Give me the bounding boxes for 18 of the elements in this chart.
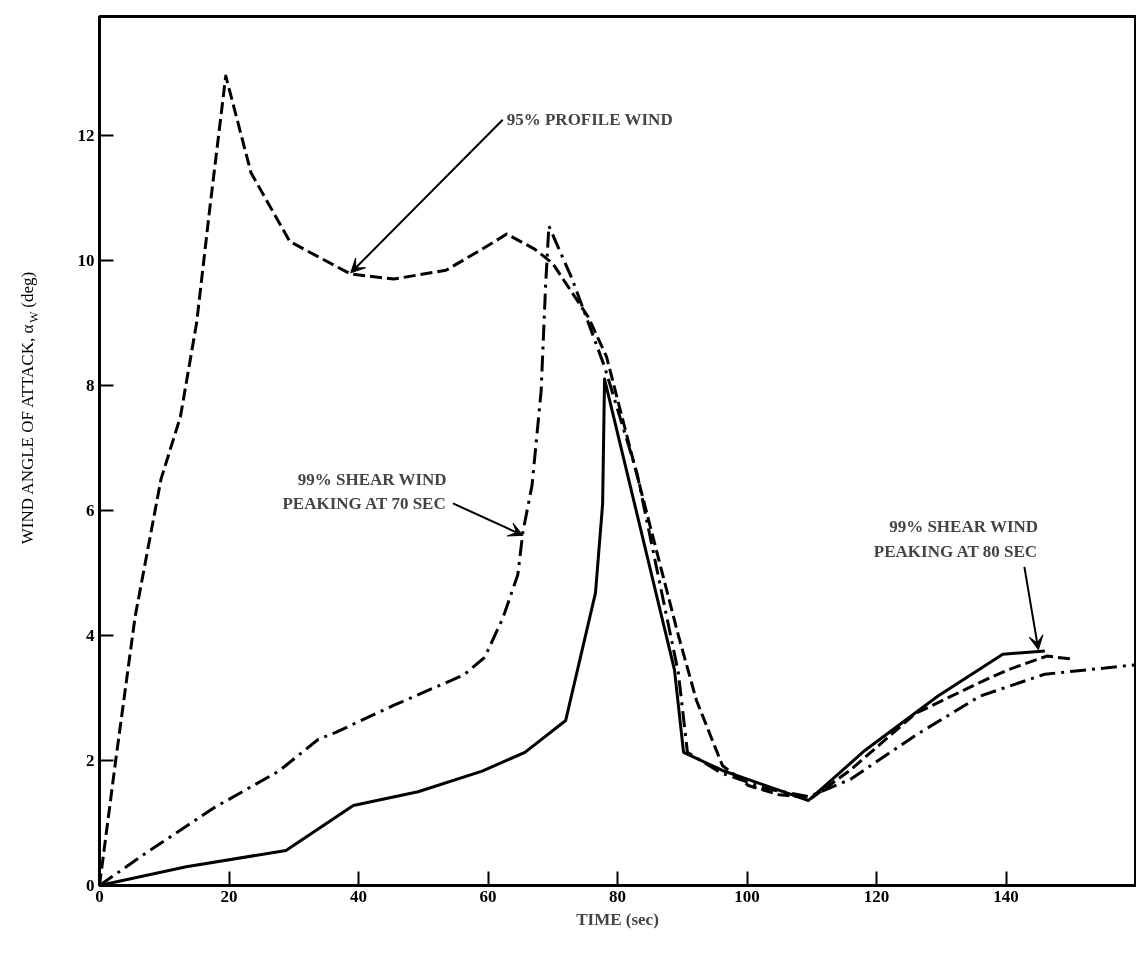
y-tick-label: 6 <box>86 500 95 520</box>
y-tick-label: 4 <box>86 625 95 645</box>
x-tick-label: 120 <box>863 886 890 906</box>
x-tick-label: 100 <box>734 886 760 906</box>
y-tick-label: 12 <box>77 125 95 145</box>
y-tick-label: 2 <box>86 750 95 770</box>
annotation: 99% SHEAR WIND PEAKING AT 70 SEC <box>282 469 447 514</box>
y-axis-title: WIND ANGLE OF ATTACK, αW (deg) <box>18 271 41 545</box>
y-tick-label: 10 <box>77 250 95 270</box>
x-tick-label: 140 <box>993 886 1019 906</box>
x-tick-label: 80 <box>609 886 626 906</box>
x-tick-label: 20 <box>220 886 238 906</box>
annotation: 99% SHEAR WIND PEAKING AT 80 SEC <box>873 517 1039 561</box>
x-tick-label: 60 <box>479 886 497 906</box>
x-tick-label: 40 <box>350 886 367 906</box>
x-axis-title: TIME (sec) <box>576 909 659 929</box>
y-tick-label: 8 <box>86 375 95 395</box>
annotation: 95% PROFILE WIND <box>506 110 673 130</box>
